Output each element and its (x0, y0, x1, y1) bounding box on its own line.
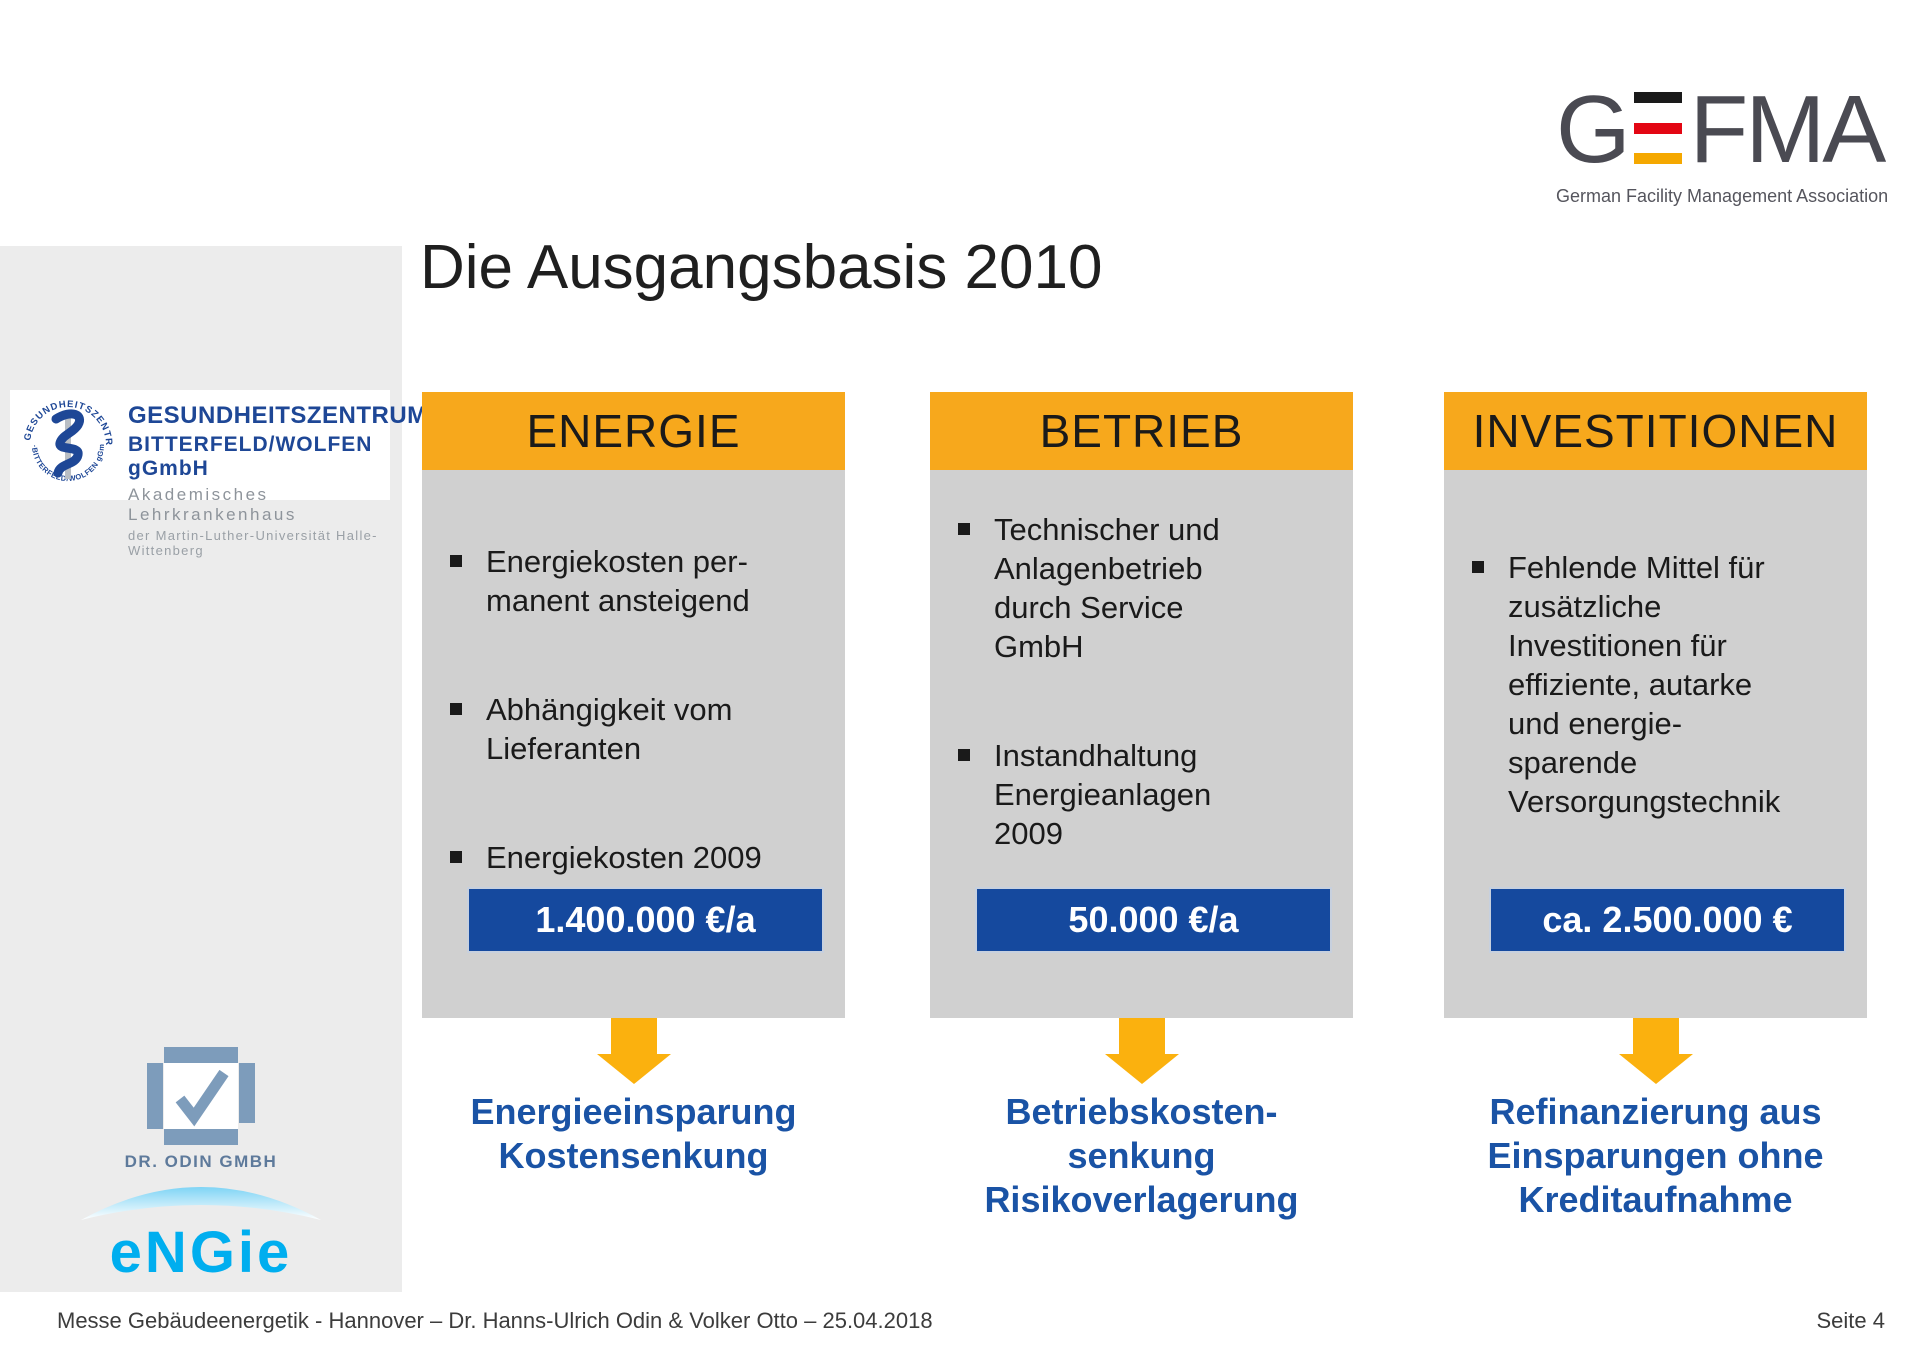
arrow-down-icon (596, 1018, 671, 1084)
outcome-text: Betriebskosten- senkung Risikoverlagerun… (984, 1091, 1299, 1220)
column-body: Energiekosten per- manent ansteigend Abhä… (422, 470, 845, 1018)
value-box: ca. 2.500.000 € (1489, 887, 1846, 953)
bullet-item: Energiekosten 2009 (422, 838, 835, 877)
bullet-list: Fehlende Mittel für zusätzliche Investit… (1444, 548, 1867, 821)
engie-wordmark: eNGie (109, 1220, 293, 1285)
gz-name: GESUNDHEITSZENTRUM (128, 402, 428, 429)
gefma-letter-g: G (1556, 76, 1631, 183)
gefma-wordmark: G FMA (1556, 76, 1896, 183)
value-box: 50.000 €/a (975, 887, 1332, 953)
flag-bar-red (1633, 122, 1682, 134)
engie-arc-icon (81, 1187, 321, 1220)
engie-logo: eNGie (0, 1176, 402, 1285)
footer-credits: Messe Gebäudeenergetik - Hannover – Dr. … (57, 1308, 933, 1333)
gesundheitszentrum-seal-icon: GESUNDHEITSZENTRUM ·BITTERFELD/WOLFEN gG… (16, 393, 118, 495)
gz-university: der Martin-Luther-Universität Halle-Witt… (128, 528, 378, 558)
page-title: Die Ausgangsbasis 2010 (420, 233, 1103, 302)
gefma-logo: G FMA German Facility Management Associa… (1556, 76, 1896, 207)
column-header: ENERGIE (422, 392, 845, 470)
bullet-list: Technischer und Anlagenbetrieb durch Ser… (930, 510, 1353, 853)
gz-teaching-hospital: Akademisches Lehrkrankenhaus (128, 485, 297, 524)
outcome-text: Refinanzierung aus Einsparungen ohne Kre… (1487, 1091, 1824, 1220)
german-flag-bars-icon (1633, 92, 1682, 164)
bullet-item: Technischer und Anlagenbetrieb durch Ser… (930, 510, 1343, 666)
sidebar: GESUNDHEITSZENTRUM ·BITTERFELD/WOLFEN gG… (0, 246, 427, 1292)
arrow-down-icon (1618, 1018, 1693, 1084)
outcome-text: Energieeinsparung Kostensenkung (470, 1091, 797, 1176)
column: BETRIEB Technischer und Anlagenbetrieb d… (930, 392, 1353, 1222)
gz-company: BITTERFELD/WOLFEN gGmbH (128, 433, 373, 480)
column: INVESTITIONEN Fehlende Mittel für zusätz… (1444, 392, 1867, 1222)
value-box: 1.400.000 €/a (467, 887, 824, 953)
gefma-letters-fma: FMA (1689, 76, 1887, 183)
dr-odin-logo: DR. ODIN GMBH (0, 1047, 402, 1172)
column-header: INVESTITIONEN (1444, 392, 1867, 470)
flag-bar-gold (1633, 153, 1682, 164)
bullet-item: Abhängigkeit vom Lieferanten (422, 690, 835, 768)
column-header: BETRIEB (930, 392, 1353, 470)
column-body: Technischer und Anlagenbetrieb durch Ser… (930, 470, 1353, 1018)
footer-page-number: Seite 4 (1816, 1308, 1886, 1333)
column-body: Fehlende Mittel für zusätzliche Investit… (1444, 470, 1867, 1018)
bullet-item: Instandhaltung Energieanlagen 2009 (930, 736, 1343, 853)
flag-bar-black (1633, 92, 1682, 103)
column: ENERGIE Energiekosten per- manent anstei… (422, 392, 845, 1178)
gesundheitszentrum-logo: GESUNDHEITSZENTRUM ·BITTERFELD/WOLFEN gG… (10, 390, 427, 558)
gefma-subtitle: German Facility Management Association (1556, 186, 1889, 206)
odin-checkmark-icon (147, 1047, 255, 1145)
bullet-list: Energiekosten per- manent ansteigend Abhä… (422, 542, 845, 877)
odin-label: DR. ODIN GMBH (124, 1152, 278, 1171)
bullet-item: Fehlende Mittel für zusätzliche Investit… (1444, 548, 1857, 821)
arrow-down-icon (1104, 1018, 1179, 1084)
gesundheitszentrum-text: GESUNDHEITSZENTRUM BITTERFELD/WOLFEN gGm… (128, 402, 428, 558)
bullet-item: Energiekosten per- manent ansteigend (422, 542, 835, 620)
